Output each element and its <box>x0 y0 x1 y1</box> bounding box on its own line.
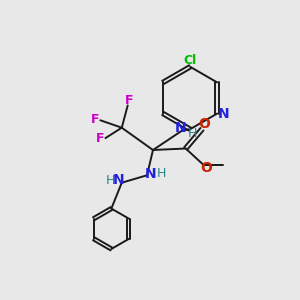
Text: N: N <box>113 173 124 187</box>
Text: H: H <box>106 174 115 187</box>
Text: N: N <box>218 106 230 121</box>
Text: H: H <box>188 127 197 140</box>
Text: H: H <box>157 167 166 180</box>
Text: N: N <box>145 167 156 181</box>
Text: O: O <box>200 161 212 175</box>
Text: F: F <box>91 113 99 126</box>
Text: F: F <box>125 94 134 106</box>
Text: F: F <box>96 132 104 145</box>
Text: Cl: Cl <box>184 54 197 67</box>
Text: O: O <box>199 117 210 131</box>
Text: N: N <box>175 121 186 135</box>
